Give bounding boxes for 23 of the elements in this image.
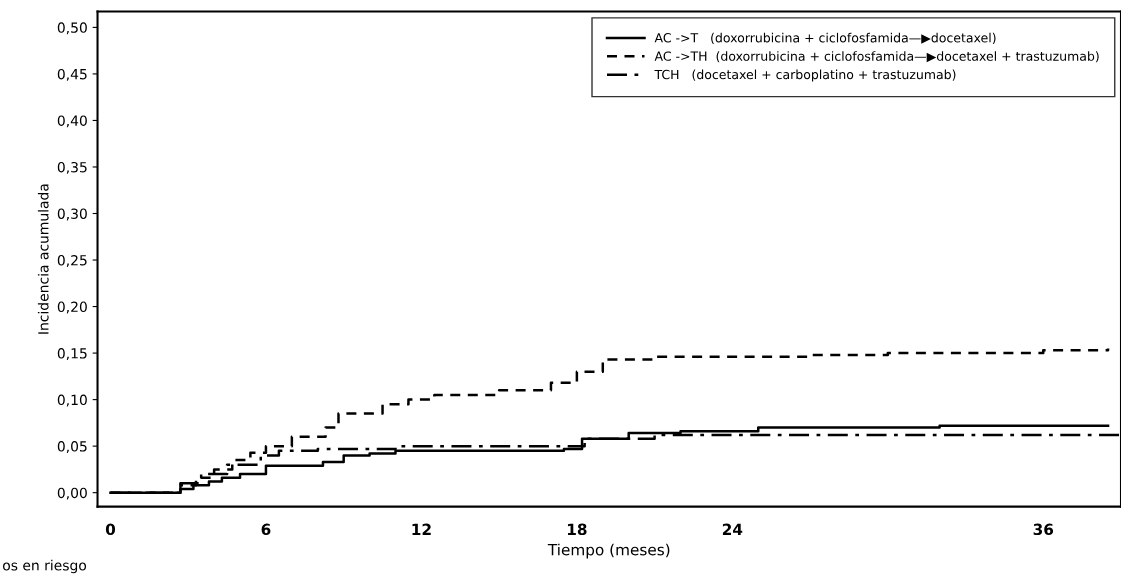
text: os en riesgo — [3, 559, 87, 574]
legend-label: AC ->TH (doxorrubicina + ciclofosfamida—▶docetaxel + trastuzumab) — [654, 51, 1099, 63]
y-tick-label: 0,50 — [57, 22, 87, 35]
y-axis-title: Incidencia acumulada — [37, 184, 49, 334]
y-tick-label: 0,25 — [57, 255, 87, 267]
y-tick-label: 0,35 — [57, 161, 87, 174]
y-tick-label: 0,45 — [57, 68, 87, 81]
y-tick-label: 0,40 — [57, 115, 87, 128]
legend-label: TCH (docetaxel + carboplatino + trastuzumab) — [654, 69, 956, 82]
legend-label: AC ->T (doxorrubicina + ciclofosfamida—▶docetaxel) — [654, 32, 996, 44]
x-tick-label: 0 — [105, 523, 116, 536]
x-tick-label: 36 — [1033, 523, 1054, 536]
y-tick-label: 0,00 — [57, 487, 87, 500]
y-tick-label: 0,15 — [57, 348, 87, 360]
x-axis-title: Tiempo (meses) — [547, 543, 670, 559]
y-tick-label: 0,30 — [57, 208, 87, 221]
x-tick-label: 18 — [567, 523, 587, 536]
x-tick-label: 24 — [722, 523, 743, 535]
x-tick-label: 12 — [412, 523, 431, 535]
y-tick-label: 0,10 — [57, 394, 87, 407]
y-tick-label: 0,20 — [57, 301, 87, 314]
y-tick-label: 0,05 — [57, 441, 87, 454]
x-tick-label: 6 — [261, 523, 271, 536]
